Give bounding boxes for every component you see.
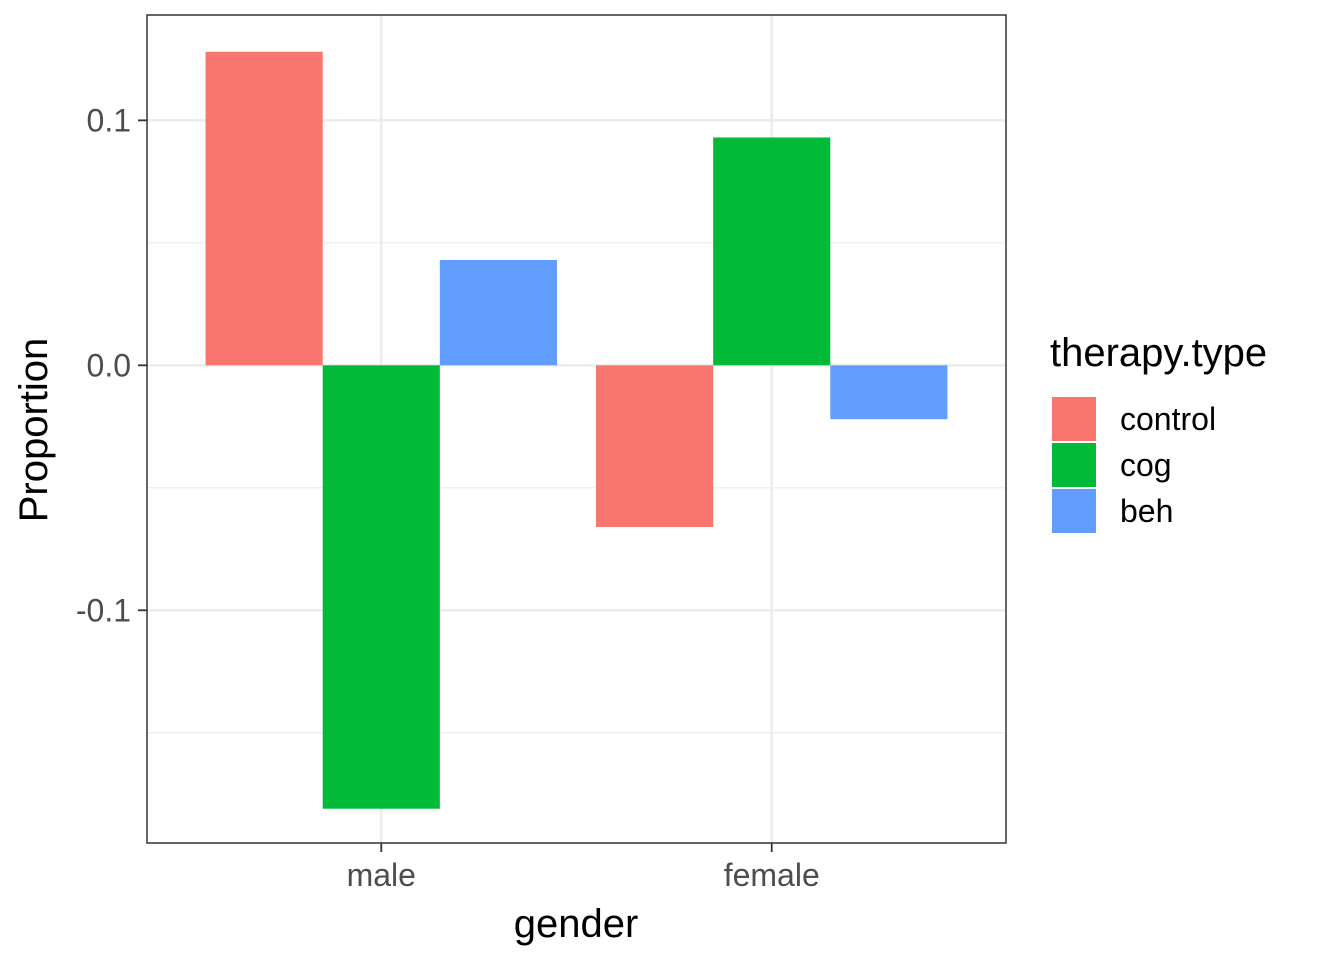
y-tick-label: 0.0 xyxy=(87,347,131,383)
bar-cog-female xyxy=(713,137,831,366)
bar-control-female xyxy=(596,365,714,527)
y-axis: -0.1 0.0 0.1 xyxy=(76,102,147,628)
legend-item-cog: cog xyxy=(1052,443,1172,487)
bar-beh-female xyxy=(830,365,948,420)
legend-items: control cog beh xyxy=(1052,397,1216,533)
x-tick-label: male xyxy=(347,857,416,893)
legend-label: control xyxy=(1120,401,1216,437)
legend-item-beh: beh xyxy=(1052,489,1173,533)
legend-label: beh xyxy=(1120,493,1173,529)
bars xyxy=(205,51,948,809)
bar-beh-male xyxy=(439,259,557,366)
y-tick-label: 0.1 xyxy=(87,102,131,138)
panel-border xyxy=(146,14,1007,844)
y-axis-title: Proportion xyxy=(12,338,56,523)
x-axis: male female xyxy=(347,843,820,893)
legend: therapy.type control cog beh xyxy=(1050,331,1267,533)
legend-item-control: control xyxy=(1052,397,1216,441)
x-axis-title: gender xyxy=(514,902,639,946)
x-tick-label: female xyxy=(724,857,820,893)
bar-cog-male xyxy=(322,365,440,809)
bar-control-male xyxy=(205,51,323,366)
legend-title: therapy.type xyxy=(1050,331,1267,375)
legend-swatch xyxy=(1052,489,1096,533)
legend-swatch xyxy=(1052,397,1096,441)
legend-swatch xyxy=(1052,443,1096,487)
y-tick-label: -0.1 xyxy=(76,592,131,628)
legend-label: cog xyxy=(1120,447,1172,483)
